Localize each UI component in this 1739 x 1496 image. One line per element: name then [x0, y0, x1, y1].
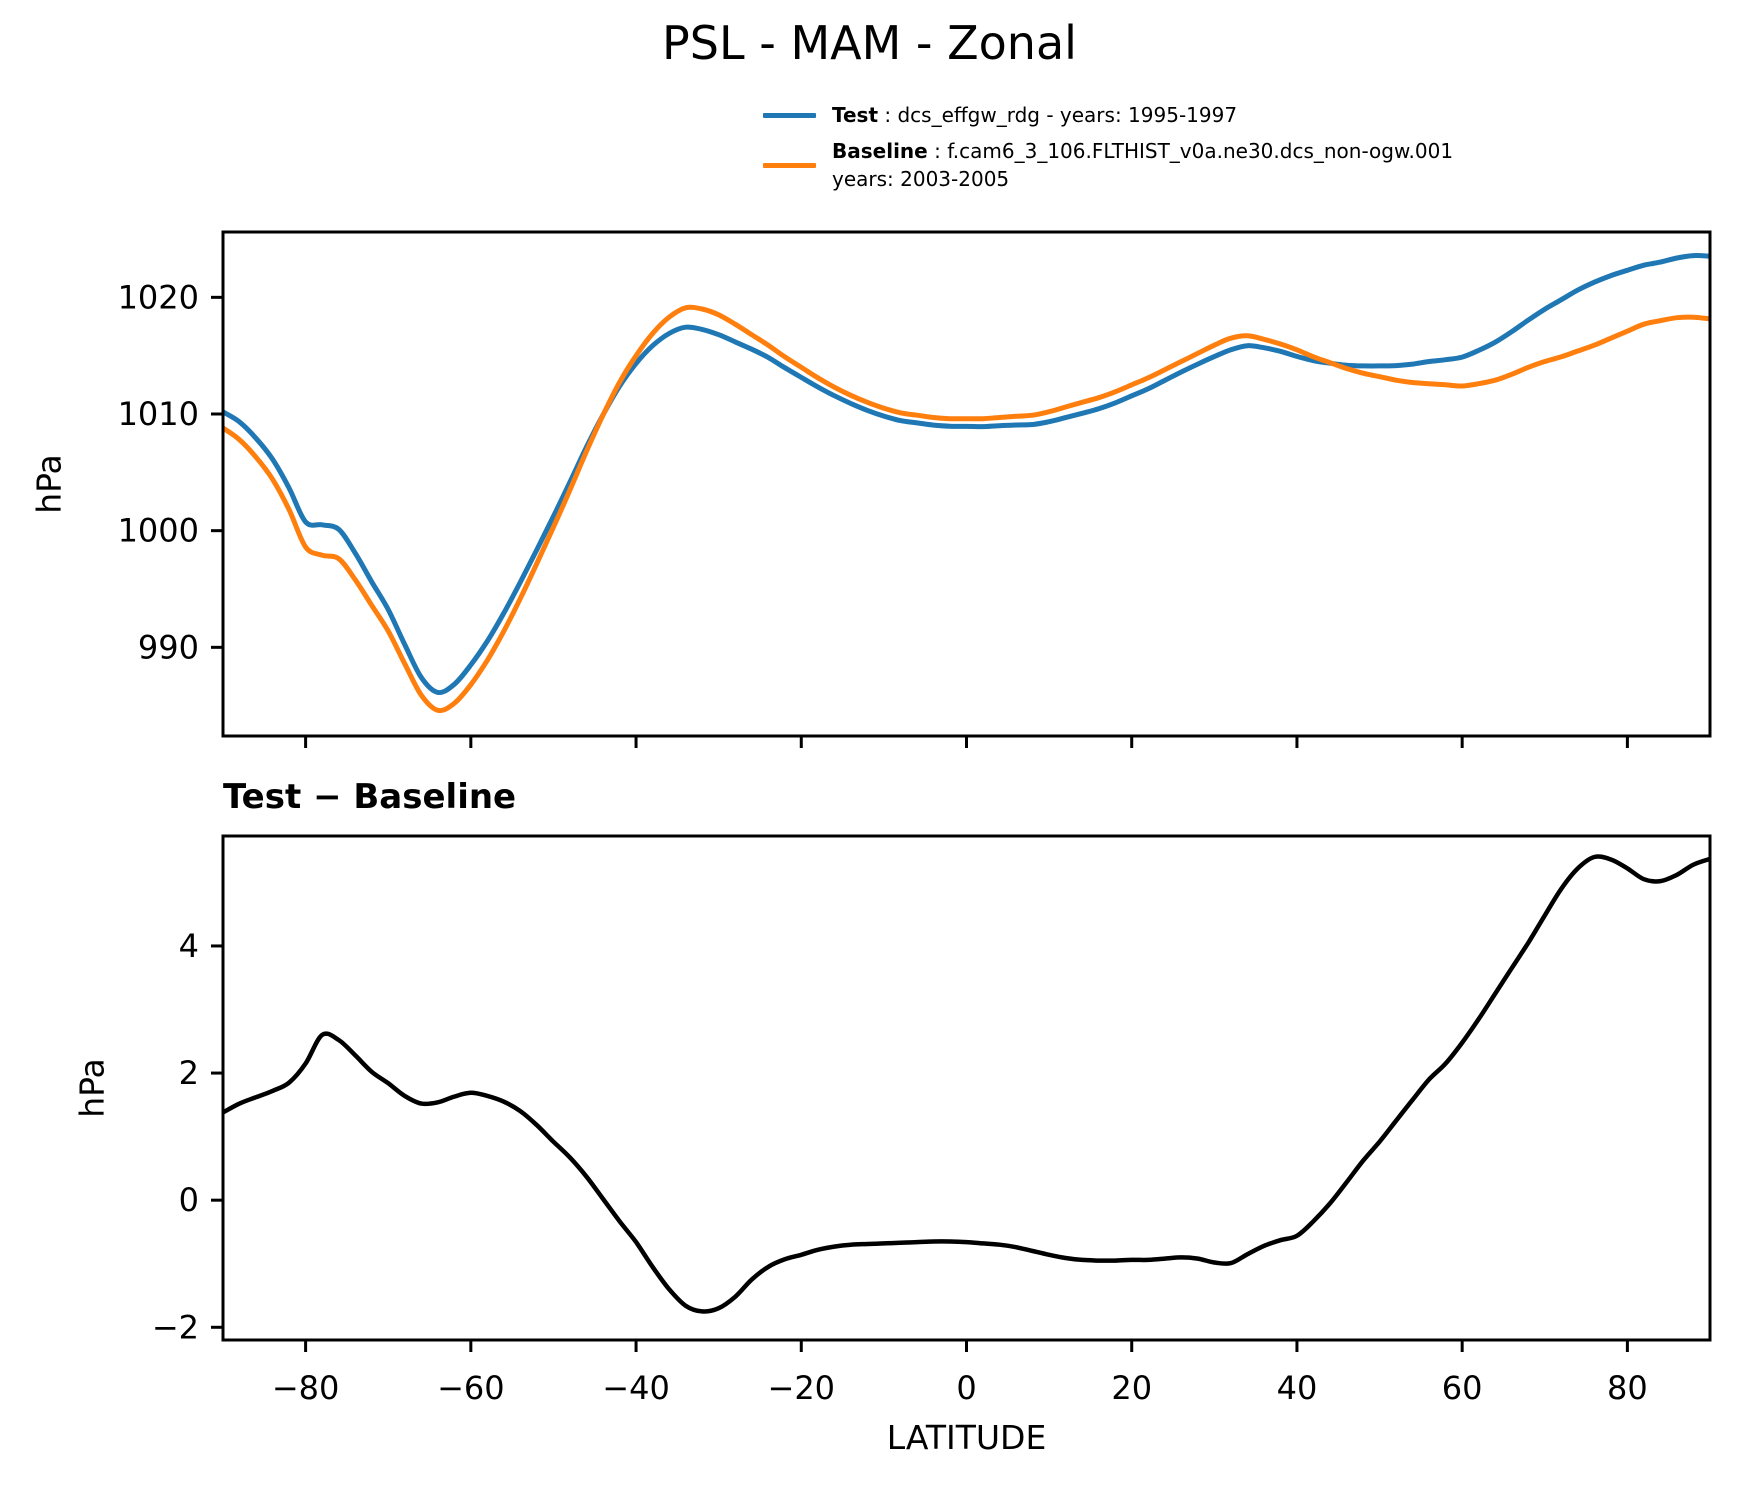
legend-item-test: Test : dcs_effgw_rdg - years: 1995-1997	[763, 101, 1603, 129]
y-tick-label: 1010	[118, 395, 199, 433]
legend: Test : dcs_effgw_rdg - years: 1995-1997 …	[763, 101, 1603, 201]
axes-frame-bottom	[221, 834, 1712, 1342]
legend-label-test: Test : dcs_effgw_rdg - years: 1995-1997	[832, 101, 1237, 129]
legend-label-baseline: Baseline : f.cam6_3_106.FLTHIST_v0a.ne30…	[832, 137, 1453, 193]
y-tick-label: −2	[152, 1308, 199, 1346]
y-tick-label: 1000	[118, 512, 199, 550]
x-tick-label: −80	[272, 1369, 340, 1407]
y-tick-label: 1020	[118, 278, 199, 316]
legend-label-test-desc: : dcs_effgw_rdg - years: 1995-1997	[878, 103, 1238, 127]
legend-label-baseline-desc: : f.cam6_3_106.FLTHIST_v0a.ne30.dcs_non-…	[927, 139, 1454, 163]
y-tick-label: 4	[179, 927, 199, 965]
series-test-minus-baseline-line	[223, 854, 1710, 1314]
legend-label-test-name: Test	[832, 103, 879, 127]
x-tick-label: 40	[1277, 1369, 1318, 1407]
legend-label-baseline-name: Baseline	[832, 139, 928, 163]
axes-frame-top	[221, 230, 1712, 738]
series-baseline-line	[223, 304, 1710, 714]
baseline-line-swatch	[763, 162, 816, 168]
series-test-line	[223, 253, 1710, 696]
figure-title: PSL - MAM - Zonal	[662, 16, 1077, 70]
x-tick-label: −40	[602, 1369, 670, 1407]
test-line-swatch	[763, 112, 816, 118]
x-tick-label: 80	[1607, 1369, 1648, 1407]
x-tick-label: 60	[1442, 1369, 1483, 1407]
x-axis-label: LATITUDE	[886, 1418, 1047, 1457]
x-tick-label: −60	[437, 1369, 505, 1407]
bottom-plot-title: Test − Baseline	[223, 777, 517, 817]
y-tick-label: 2	[179, 1054, 199, 1092]
legend-label-baseline-line1: Baseline : f.cam6_3_106.FLTHIST_v0a.ne30…	[832, 137, 1453, 165]
y-tick-label: 0	[179, 1181, 199, 1219]
x-tick-label: 0	[956, 1369, 976, 1407]
y-tick-label: 990	[138, 628, 199, 666]
x-tick-label: 20	[1111, 1369, 1152, 1407]
legend-item-baseline: Baseline : f.cam6_3_106.FLTHIST_v0a.ne30…	[763, 137, 1603, 193]
x-tick-label: −20	[768, 1369, 836, 1407]
legend-label-baseline-line2: years: 2003-2005	[832, 167, 1010, 191]
